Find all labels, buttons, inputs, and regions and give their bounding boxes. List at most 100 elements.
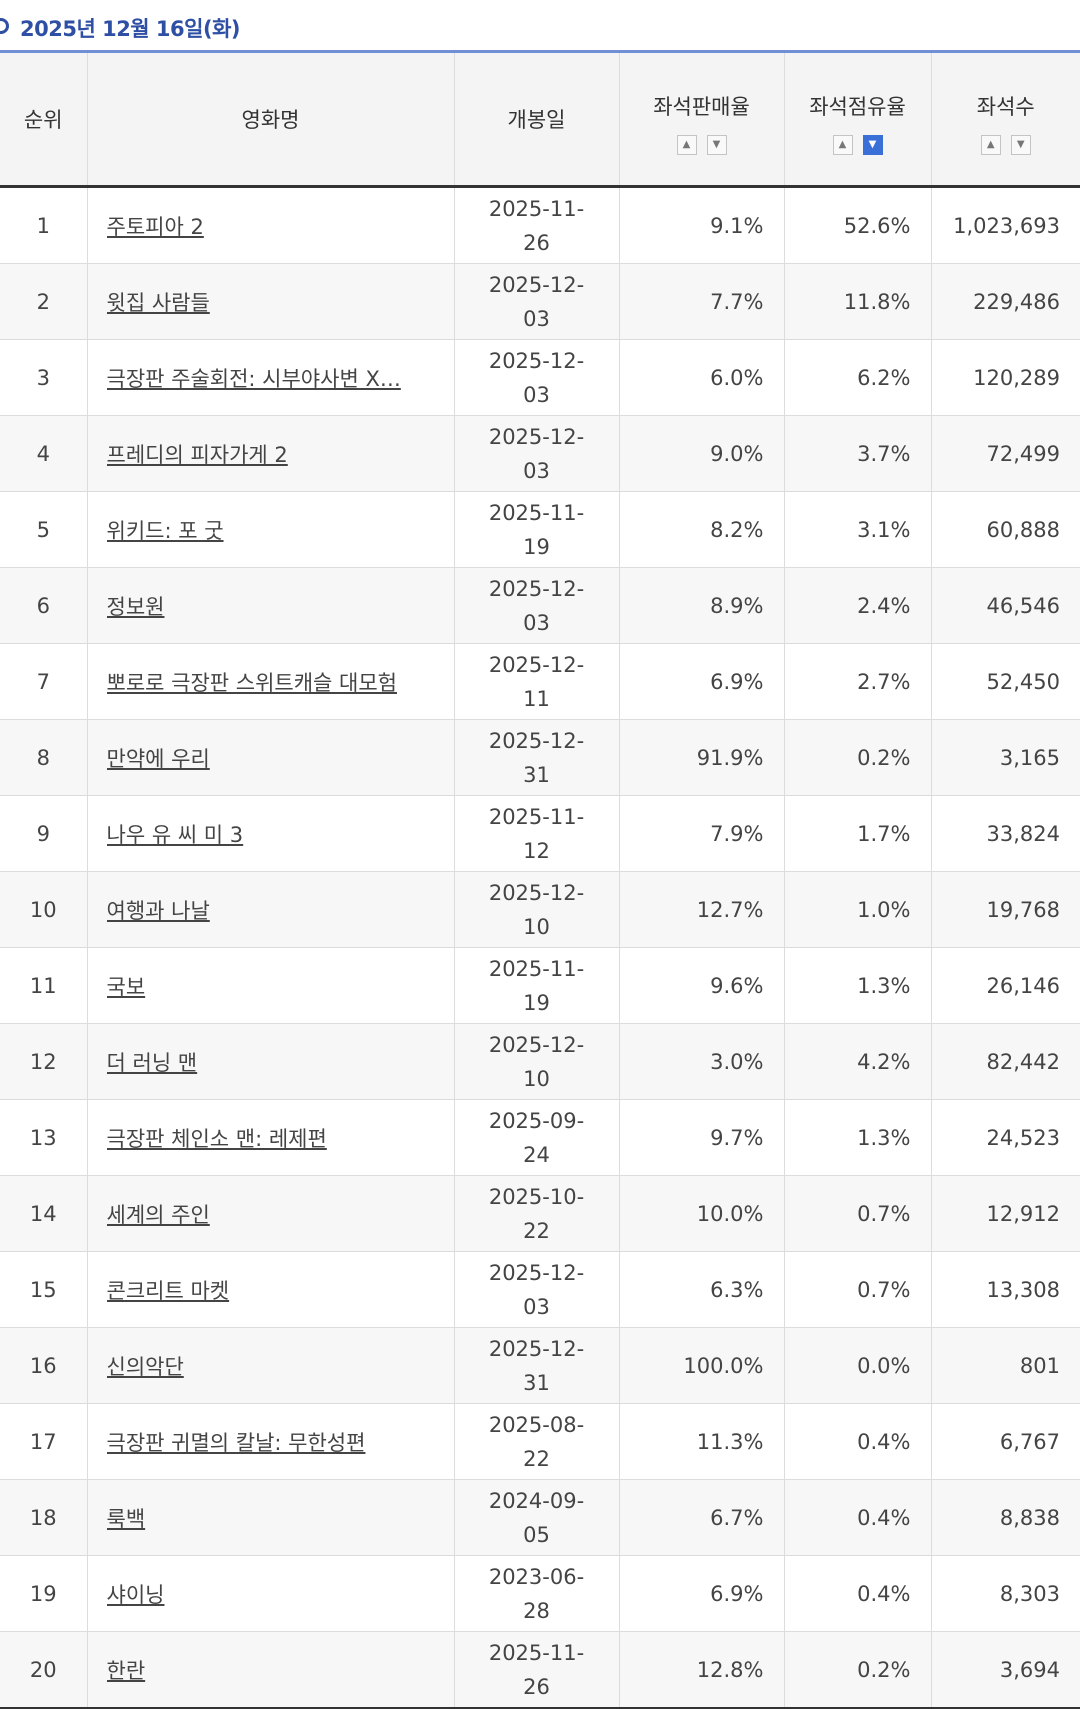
title-cell: 샤이닝 <box>86 1555 454 1632</box>
seat-count-cell: 46,546 <box>930 567 1080 644</box>
open-date-ym: 2025-11- <box>488 196 585 221</box>
seat-sales-rate-cell: 10.0% <box>618 1175 784 1252</box>
open-date-day: 03 <box>523 306 550 331</box>
open-date-day: 26 <box>523 1674 550 1699</box>
table-row: 2 윗집 사람들 2025-12- 03 7.7% 11.8% 229,486 <box>0 263 1080 340</box>
table-row: 18 룩백 2024-09- 05 6.7% 0.4% 8,838 <box>0 1479 1080 1556</box>
open-date-cell: 2025-12- 03 <box>453 339 619 416</box>
date-heading: 2025년 12월 16일(화) <box>20 17 241 41</box>
sort-asc-button[interactable]: ▲ <box>980 135 1001 155</box>
open-date-cell: 2025-12- 03 <box>453 415 619 492</box>
table-row: 15 콘크리트 마켓 2025-12- 03 6.3% 0.7% 13,308 <box>0 1251 1080 1328</box>
open-date-ym: 2025-08- <box>488 1412 585 1437</box>
table-row: 7 뽀로로 극장판 스위트캐슬 대모험 2025-12- 11 6.9% 2.7% 52,4… <box>0 643 1080 720</box>
table-row: 19 샤이닝 2023-06- 28 6.9% 0.4% 8,303 <box>0 1555 1080 1632</box>
open-date-ym: 2025-09- <box>488 1108 585 1133</box>
sort-desc-button[interactable]: ▼ <box>706 135 727 155</box>
seat-sales-rate-cell: 8.9% <box>618 567 784 644</box>
seat-count-cell: 60,888 <box>930 491 1080 568</box>
seat-sales-rate-cell: 7.7% <box>618 263 784 340</box>
movie-title-link[interactable]: 주토피아 2 <box>106 214 204 239</box>
movie-title-link[interactable]: 룩백 <box>106 1506 146 1531</box>
seat-share-cell: 0.4% <box>783 1403 931 1480</box>
movie-title-link[interactable]: 신의악단 <box>106 1354 184 1379</box>
sort-desc-button-active[interactable]: ▼ <box>862 135 883 155</box>
open-date-cell: 2025-12- 11 <box>453 643 619 720</box>
seat-share-cell: 1.7% <box>783 795 931 872</box>
table-header-row: 순위 영화명 개봉일 좌석판매율 ▲ ▼ 좌석점유율 ▲ ▼ 좌석수 <box>0 53 1080 188</box>
seat-share-cell: 0.7% <box>783 1251 931 1328</box>
open-date-cell: 2025-11- 26 <box>453 186 619 264</box>
open-date-day: 31 <box>523 1370 550 1395</box>
movie-title-link[interactable]: 뽀로로 극장판 스위트캐슬 대모험 <box>106 670 398 695</box>
open-date-day: 19 <box>523 990 550 1015</box>
rank-cell: 12 <box>0 1023 87 1100</box>
sort-desc-button[interactable]: ▼ <box>1010 135 1031 155</box>
seat-count-cell: 33,824 <box>930 795 1080 872</box>
movie-title-link[interactable]: 더 러닝 맨 <box>106 1050 198 1075</box>
table-row: 13 극장판 체인소 맨: 레제편 2025-09- 24 9.7% 1.3% 24,523 <box>0 1099 1080 1176</box>
seat-count-cell: 12,912 <box>930 1175 1080 1252</box>
open-date-ym: 2025-12- <box>488 728 585 753</box>
seat-sales-rate-cell: 100.0% <box>618 1327 784 1404</box>
open-date-ym: 2023-06- <box>488 1564 585 1589</box>
movie-title-link[interactable]: 여행과 나날 <box>106 898 210 923</box>
movie-title-link[interactable]: 극장판 주술회전: 시부야사변 X… <box>106 366 401 391</box>
sort-asc-button[interactable]: ▲ <box>676 135 697 155</box>
seat-share-cell: 0.4% <box>783 1479 931 1556</box>
rank-cell: 15 <box>0 1251 87 1328</box>
chevron-down-icon: ▼ <box>712 139 721 150</box>
date-bar: 2025년 12월 16일(화) <box>0 0 1080 53</box>
open-date-ym: 2025-12- <box>488 576 585 601</box>
movie-title-link[interactable]: 나우 유 씨 미 3 <box>106 822 244 847</box>
movie-title-link[interactable]: 샤이닝 <box>106 1582 165 1607</box>
seat-sales-rate-cell: 3.0% <box>618 1023 784 1100</box>
open-date-ym: 2025-12- <box>488 424 585 449</box>
table-row: 8 만약에 우리 2025-12- 31 91.9% 0.2% 3,165 <box>0 719 1080 796</box>
open-date-ym: 2025-11- <box>488 956 585 981</box>
rank-cell: 13 <box>0 1099 87 1176</box>
title-cell: 룩백 <box>86 1479 454 1556</box>
movie-title-link[interactable]: 위키드: 포 굿 <box>106 518 224 543</box>
movie-title-link[interactable]: 국보 <box>106 974 146 999</box>
movie-title-link[interactable]: 한란 <box>106 1658 146 1683</box>
seat-share-cell: 1.0% <box>783 871 931 948</box>
seat-share-cell: 0.2% <box>783 1631 931 1709</box>
open-date-cell: 2025-12- 03 <box>453 263 619 340</box>
open-date-day: 11 <box>523 686 550 711</box>
open-date-cell: 2025-08- 22 <box>453 1403 619 1480</box>
table-row: 17 극장판 귀멸의 칼날: 무한성편 2025-08- 22 11.3% 0.4% 6,7… <box>0 1403 1080 1480</box>
open-date-cell: 2025-12- 31 <box>453 719 619 796</box>
seat-sales-rate-cell: 12.8% <box>618 1631 784 1709</box>
movie-title-link[interactable]: 만약에 우리 <box>106 746 210 771</box>
col-header-seat-count: 좌석수 ▲ ▼ <box>930 53 1080 188</box>
seat-share-cell: 1.3% <box>783 947 931 1024</box>
movie-title-link[interactable]: 세계의 주인 <box>106 1202 210 1227</box>
rank-cell: 6 <box>0 567 87 644</box>
title-cell: 정보원 <box>86 567 454 644</box>
movie-title-link[interactable]: 윗집 사람들 <box>106 290 210 315</box>
open-date-cell: 2025-12- 10 <box>453 871 619 948</box>
rank-cell: 1 <box>0 186 87 264</box>
table-row: 10 여행과 나날 2025-12- 10 12.7% 1.0% 19,768 <box>0 871 1080 948</box>
movie-title-link[interactable]: 콘크리트 마켓 <box>106 1278 230 1303</box>
seat-count-cell: 8,303 <box>930 1555 1080 1632</box>
movie-title-link[interactable]: 프레디의 피자가게 2 <box>106 442 288 467</box>
table-row: 5 위키드: 포 굿 2025-11- 19 8.2% 3.1% 60,888 <box>0 491 1080 568</box>
title-cell: 한란 <box>86 1631 454 1709</box>
table-row: 12 더 러닝 맨 2025-12- 10 3.0% 4.2% 82,442 <box>0 1023 1080 1100</box>
movie-title-link[interactable]: 극장판 귀멸의 칼날: 무한성편 <box>106 1430 366 1455</box>
chevron-up-icon: ▲ <box>682 139 691 150</box>
open-date-ym: 2025-11- <box>488 1640 585 1665</box>
open-date-ym: 2025-12- <box>488 1032 585 1057</box>
open-date-day: 03 <box>523 610 550 635</box>
seat-share-cell: 0.4% <box>783 1555 931 1632</box>
movie-title-link[interactable]: 정보원 <box>106 594 165 619</box>
open-date-cell: 2025-11- 19 <box>453 947 619 1024</box>
seat-share-cell: 3.7% <box>783 415 931 492</box>
sort-asc-button[interactable]: ▲ <box>832 135 853 155</box>
seat-sales-rate-cell: 6.0% <box>618 339 784 416</box>
rank-cell: 4 <box>0 415 87 492</box>
open-date-cell: 2025-09- 24 <box>453 1099 619 1176</box>
movie-title-link[interactable]: 극장판 체인소 맨: 레제편 <box>106 1126 327 1151</box>
